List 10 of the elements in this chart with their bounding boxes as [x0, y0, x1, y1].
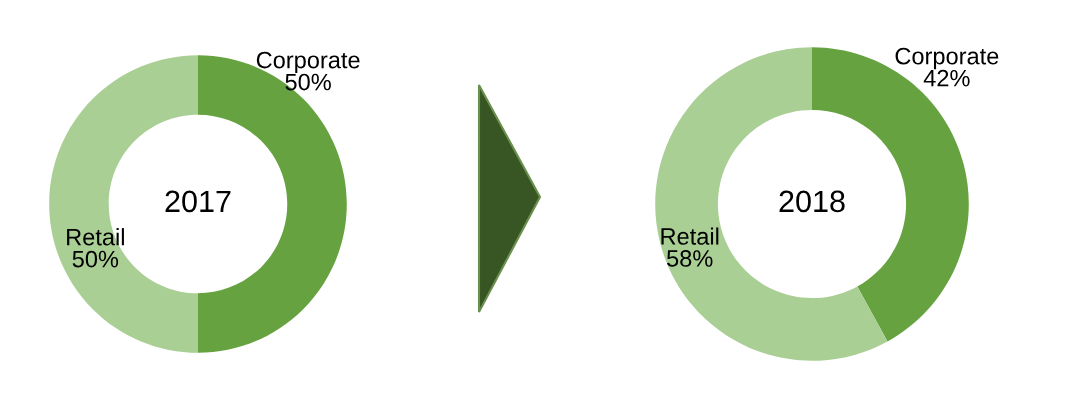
data-label: 42% [923, 69, 970, 87]
text: 2018 [779, 190, 845, 213]
text: 2017 [165, 190, 231, 213]
slice-label: Corporate [895, 47, 999, 70]
data-label: 50% [285, 73, 331, 91]
data-label: 50% [72, 250, 119, 268]
slice-label: Retail [661, 227, 719, 245]
slice-label: Retail [67, 228, 124, 246]
data-label: 58% [667, 250, 713, 267]
slice-label: Corporate [256, 51, 360, 74]
